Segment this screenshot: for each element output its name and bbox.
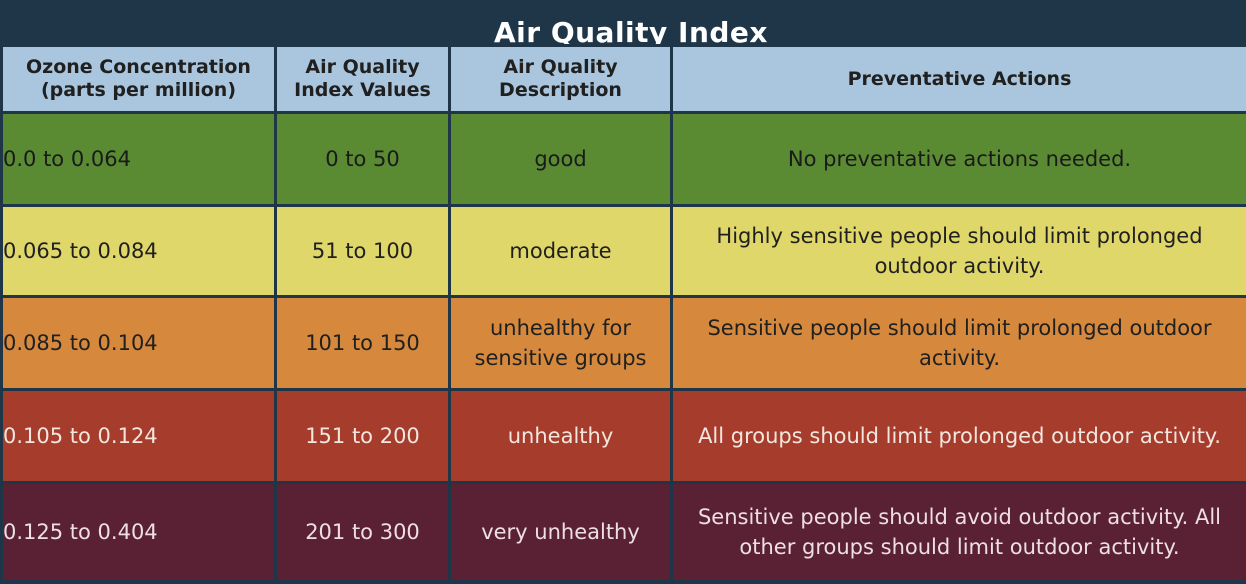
aqi-description-cell: moderate: [448, 204, 673, 298]
aqi-values-cell: 201 to 300: [274, 481, 451, 583]
aqi-values-cell: 151 to 200: [274, 388, 451, 484]
table-row: 0.065 to 0.084 51 to 100 moderate Highly…: [0, 204, 1246, 298]
header-preventative-actions: Preventative Actions: [670, 44, 1246, 114]
header-aqi-description: Air Quality Description: [448, 44, 673, 114]
table-row: 0.0 to 0.064 0 to 50 good No preventativ…: [0, 111, 1246, 207]
aqi-description-cell: unhealthy: [448, 388, 673, 484]
header-ozone-concentration: Ozone Concentration (parts per million): [0, 44, 277, 114]
header-row: Ozone Concentration (parts per million) …: [0, 44, 1246, 114]
ozone-range-cell: 0.085 to 0.104: [0, 295, 277, 391]
preventative-action-cell: Sensitive people should limit prolonged …: [670, 295, 1246, 391]
preventative-action-cell: No preventative actions needed.: [670, 111, 1246, 207]
ozone-range-cell: 0.125 to 0.404: [0, 481, 277, 583]
table-row: 0.105 to 0.124 151 to 200 unhealthy All …: [0, 388, 1246, 484]
preventative-action-cell: Highly sensitive people should limit pro…: [670, 204, 1246, 298]
ozone-range-cell: 0.065 to 0.084: [0, 204, 277, 298]
aqi-values-cell: 51 to 100: [274, 204, 451, 298]
aqi-description-cell: very unhealthy: [448, 481, 673, 583]
ozone-range-cell: 0.0 to 0.064: [0, 111, 277, 207]
table-title: Air Quality Index: [494, 15, 768, 49]
table-row: 0.125 to 0.404 201 to 300 very unhealthy…: [0, 481, 1246, 583]
aqi-description-cell: unhealthy for sensitive groups: [448, 295, 673, 391]
header-aqi-values: Air Quality Index Values: [274, 44, 451, 114]
aqi-values-cell: 0 to 50: [274, 111, 451, 207]
aqi-values-cell: 101 to 150: [274, 295, 451, 391]
preventative-action-cell: All groups should limit prolonged outdoo…: [670, 388, 1246, 484]
aqi-table: Ozone Concentration (parts per million) …: [0, 44, 1246, 583]
aqi-description-cell: good: [448, 111, 673, 207]
table-row: 0.085 to 0.104 101 to 150 unhealthy for …: [0, 295, 1246, 391]
ozone-range-cell: 0.105 to 0.124: [0, 388, 277, 484]
preventative-action-cell: Sensitive people should avoid outdoor ac…: [670, 481, 1246, 583]
